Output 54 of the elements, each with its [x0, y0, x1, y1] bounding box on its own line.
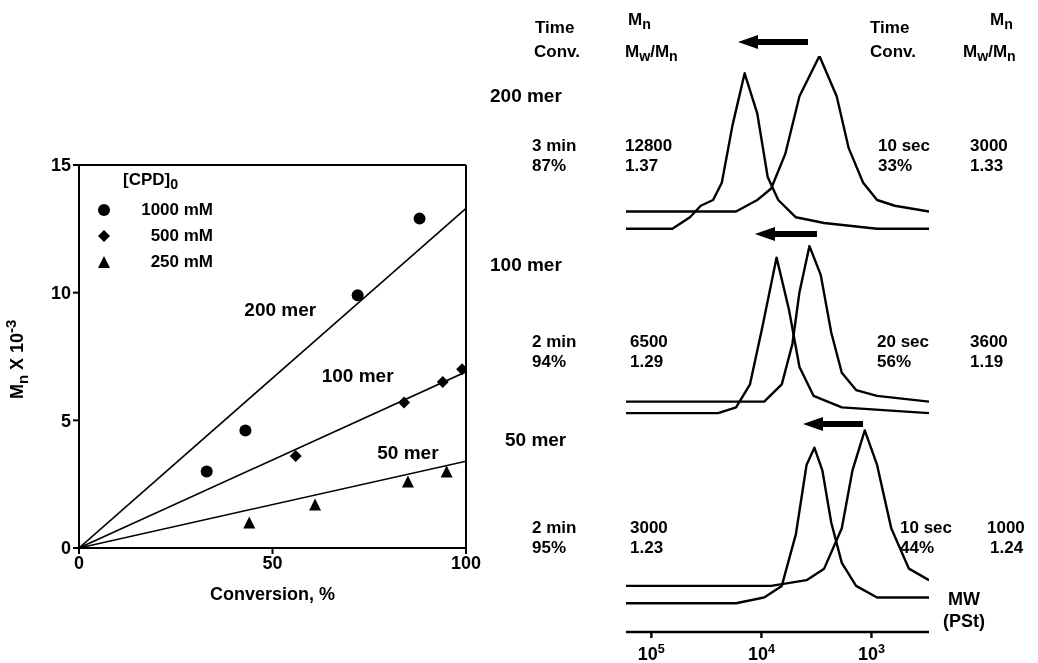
annotation: 3000 [630, 518, 668, 538]
text: M$_{n}$ [628, 10, 651, 35]
annotation: 44% [900, 538, 935, 558]
x-tick-label: 10$^{4}$ [747, 642, 775, 663]
annotation: 100 mer [320, 364, 395, 387]
text: M$_{w}$/M$_{n}$ [963, 42, 1016, 67]
x-axis-title: MW (PSt) [942, 588, 986, 632]
text: 1000 [987, 518, 1025, 538]
annotation: 56% [877, 352, 912, 372]
text: Conv. [534, 42, 580, 62]
text: 94% [532, 352, 567, 372]
text: M$_{n}$ [990, 10, 1013, 35]
text: 3 min [532, 136, 577, 156]
annotation: 200 mer [243, 298, 318, 321]
text: Time [870, 18, 910, 38]
annotation: 10 sec [878, 136, 930, 156]
legend-label: 1000 mM [140, 199, 213, 222]
x-tick-label: 10$^{5}$ [637, 642, 665, 663]
text: 200 mer [490, 85, 562, 106]
annotation: 6500 [630, 332, 668, 352]
annotation: 12800 [625, 136, 673, 156]
annotation: 1.29 [630, 352, 664, 372]
x-axis-title: Conversion, % [209, 584, 336, 605]
text: 2 min [532, 332, 577, 352]
legend-label: 500 mM [149, 225, 213, 248]
x-tick-label: 100 [450, 552, 482, 573]
y-tick-label: 10 [50, 283, 71, 304]
annotation: 1.23 [630, 538, 664, 558]
annotation: M$_{w}$/M$_{n}$ [625, 42, 678, 67]
text: 87% [532, 156, 567, 176]
text: 1.33 [970, 156, 1004, 176]
x-tick-label: 0 [73, 552, 85, 573]
y-tick-label: 0 [60, 538, 71, 559]
text: 50 mer [505, 429, 567, 450]
annotation: 1.37 [625, 156, 659, 176]
legend-title: [CPD]$_{0}$ [122, 169, 180, 195]
annotation: 20 sec [877, 332, 929, 352]
annotation: 50 mer [376, 441, 440, 464]
y-tick-label: 15 [50, 155, 71, 176]
text: 3000 [970, 136, 1008, 156]
text: 1.24 [990, 538, 1024, 558]
text: 2 min [532, 518, 577, 538]
text: 95% [532, 538, 567, 558]
x-tick-label: 50 [262, 552, 283, 573]
annotation: 10 sec [900, 518, 952, 538]
annotation: 33% [878, 156, 913, 176]
text: 3600 [970, 332, 1008, 352]
annotation: Conv. [870, 42, 916, 62]
text: 1.19 [970, 352, 1004, 372]
text: 100 mer [490, 254, 562, 275]
text: Time [535, 18, 575, 38]
x-tick-label: 10$^{3}$ [857, 642, 885, 663]
y-tick-label: 5 [60, 410, 71, 431]
legend-label: 250 mM [149, 251, 213, 274]
